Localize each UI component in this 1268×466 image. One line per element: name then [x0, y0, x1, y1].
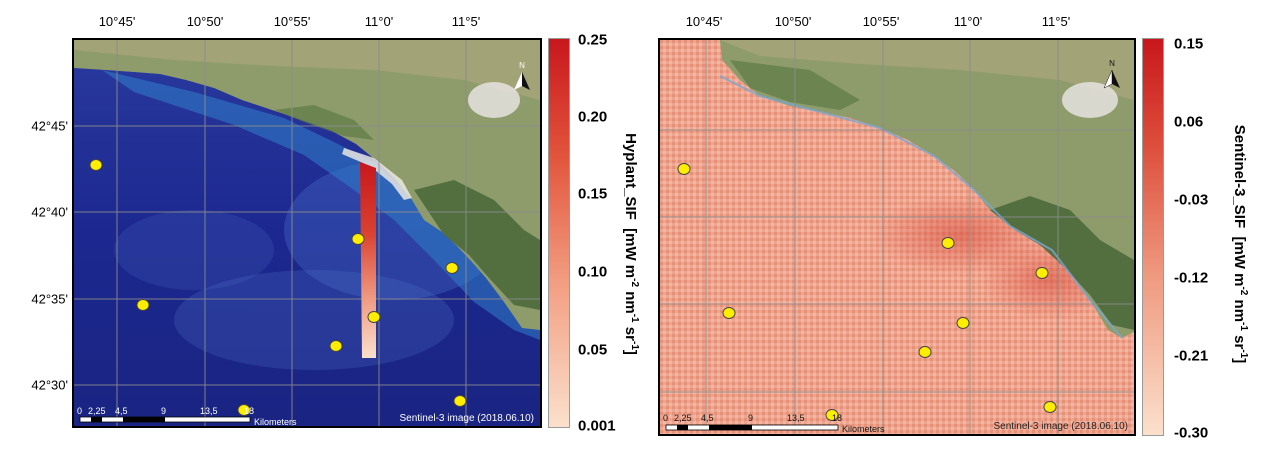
image-caption: Sentinel-3 image (2018.06.10): [399, 413, 534, 424]
scale-tick: 18: [244, 406, 255, 416]
sample-point: [367, 311, 381, 323]
right-lon-tick: 10°50': [774, 14, 812, 29]
colorbar-tick: -0.03: [1174, 191, 1209, 209]
sample-point: [1043, 401, 1057, 413]
sample-point: [722, 307, 736, 319]
scale-tick: 9: [161, 406, 167, 416]
sample-point: [918, 346, 932, 358]
colorbar-tick: -0.21: [1174, 347, 1209, 365]
scale-tick: 2,25: [674, 413, 692, 423]
scale-tick: 0: [77, 406, 83, 416]
sample-point: [89, 159, 103, 171]
forest-area: [274, 105, 374, 140]
left-map-image: N: [74, 40, 540, 426]
sample-points: [89, 159, 467, 416]
scale-unit: Kilometers: [254, 417, 297, 427]
right-colorbar-title: Sentinel-3_SIF [mW m-2 nm-1 sr-1]: [1231, 124, 1249, 364]
sample-point: [941, 237, 955, 249]
colorbar-tick: 0.15: [578, 185, 608, 203]
sediment-plume: [114, 210, 274, 290]
left-lon-tick: 10°55': [273, 14, 311, 29]
left-lon-tick: 10°45': [98, 14, 136, 29]
sample-point: [677, 163, 691, 175]
right-lon-tick: 10°55': [862, 14, 900, 29]
left-lat-tick: 42°45': [31, 118, 68, 134]
left-lat-tick: 42°35': [31, 291, 68, 307]
sample-points: [677, 163, 1057, 421]
north-label: N: [1109, 59, 1115, 68]
scale-unit: Kilometers: [842, 424, 885, 434]
hyplant-sif-strip: [360, 162, 376, 358]
colorbar-tick: 0.25: [578, 31, 608, 49]
sediment-plume: [174, 270, 454, 370]
colorbar-tick: 0.05: [578, 341, 608, 359]
scale-tick: 9: [748, 413, 754, 423]
scale-tick: 0: [663, 413, 669, 423]
image-caption: Sentinel-3 image (2018.06.10): [993, 421, 1128, 432]
urban-area: [468, 82, 520, 118]
left-lat-tick: 42°30': [31, 377, 68, 393]
graticule: [660, 40, 1134, 434]
right-lon-tick: 10°45': [685, 14, 723, 29]
right-map-image: N: [660, 40, 1134, 434]
land-area: [720, 40, 1134, 338]
sample-point: [351, 233, 365, 245]
sample-point: [825, 409, 839, 421]
colorbar-tick: 0.20: [578, 108, 608, 126]
sample-point: [445, 262, 459, 274]
right-colorbar: [1142, 38, 1164, 436]
sample-point: [1035, 267, 1049, 279]
scale-tick: 13,5: [787, 413, 805, 423]
left-colorbar: [548, 38, 570, 428]
land-area: [74, 40, 540, 100]
north-label: N: [519, 61, 525, 70]
colorbar-tick: 0.10: [578, 263, 608, 281]
sample-point: [956, 317, 970, 329]
sample-point: [329, 340, 343, 352]
left-lon-tick: 11°0': [364, 14, 394, 29]
scale-tick: 4,5: [115, 406, 128, 416]
right-map-frame: N 0 2,25 4,5 9 13,5 18 Kilometers Sentin…: [658, 38, 1136, 436]
land-area: [720, 40, 1134, 100]
colorbar-tick: -0.30: [1174, 424, 1209, 442]
graticule: [74, 40, 540, 426]
north-arrow-icon: N: [1103, 59, 1120, 89]
left-lat-tick: 42°40': [31, 204, 68, 220]
sample-point: [453, 395, 467, 407]
scale-bar: [665, 424, 839, 431]
left-map-frame: N 0 2,25 4,5 9 13,5 18 Kilometers Sentin…: [72, 38, 542, 428]
coastline: [719, 75, 1123, 339]
right-lon-tick: 11°5': [1041, 14, 1071, 29]
scale-tick: 13,5: [200, 406, 218, 416]
scale-tick: 18: [832, 413, 843, 423]
scale-tick: 4,5: [701, 413, 714, 423]
scale-bar: [79, 416, 251, 423]
scale-tick: 2,25: [88, 406, 106, 416]
urban-area: [1062, 82, 1118, 118]
coastal-shallow-water: [102, 70, 540, 340]
sample-point: [136, 299, 150, 311]
colorbar-tick: 0.15: [1174, 35, 1204, 53]
north-arrow-icon: N: [514, 61, 530, 90]
left-lon-tick: 11°5': [451, 14, 481, 29]
colorbar-tick: 0.06: [1174, 113, 1204, 131]
beach: [342, 148, 412, 200]
colorbar-tick: -0.12: [1174, 269, 1209, 287]
right-lon-tick: 11°0': [953, 14, 983, 29]
left-lon-tick: 10°50': [186, 14, 224, 29]
left-colorbar-title: Hyplant_SIF [mW m-2 nm-1 sr-1]: [622, 133, 640, 355]
land-area: [74, 40, 540, 330]
sample-point: [237, 404, 251, 416]
colorbar-tick: 0.001: [578, 417, 616, 435]
